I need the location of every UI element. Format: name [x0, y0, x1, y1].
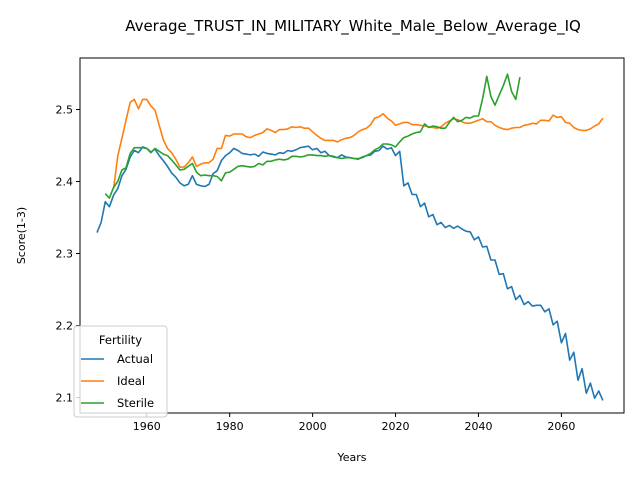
legend-label-ideal: Ideal [117, 374, 145, 388]
y-tick-label: 2.5 [56, 103, 74, 116]
plot-area [96, 73, 604, 401]
legend-box [73, 325, 168, 418]
y-tick-label: 2.4 [56, 175, 74, 188]
axes-frame [79, 57, 625, 414]
x-axis-label: Years [336, 451, 366, 464]
y-tick-label: 2.1 [56, 392, 74, 405]
y-axis-label: Score(1-3) [15, 207, 28, 264]
x-tick-label: 1980 [216, 420, 244, 433]
y-tick-label: 2.3 [56, 248, 74, 261]
chart-title: Average_TRUST_IN_MILITARY_White_Male_Bel… [125, 17, 581, 36]
x-tick-label: 2020 [382, 420, 410, 433]
series-line-ideal [112, 98, 604, 189]
y-tick-label: 2.2 [56, 320, 74, 333]
y-axis: 2.1 2.2 2.3 2.4 2.5 [56, 103, 80, 405]
x-tick-label: 2000 [299, 420, 327, 433]
x-tick-label: 2060 [547, 420, 575, 433]
series-line-sterile [104, 73, 521, 199]
x-tick-label: 2040 [464, 420, 492, 433]
x-axis: 1960 1980 2000 2020 2040 2060 [133, 413, 575, 433]
legend-label-sterile: Sterile [117, 396, 154, 410]
x-tick-label: 1960 [133, 420, 161, 433]
legend: Fertility Actual Ideal Sterile [73, 325, 168, 418]
legend-label-actual: Actual [117, 352, 153, 366]
legend-title: Fertility [99, 333, 142, 347]
